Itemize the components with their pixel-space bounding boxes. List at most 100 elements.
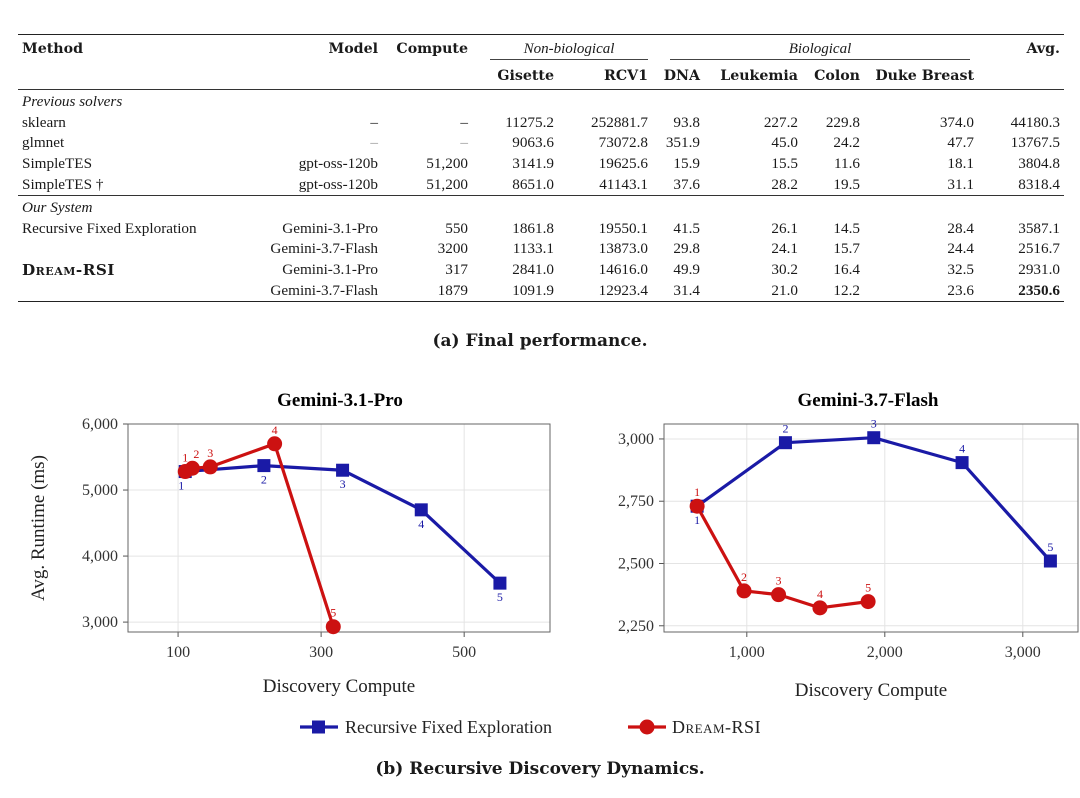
legend-label-dream: Dream-RSI — [672, 717, 761, 737]
compute-cell: 1879 — [382, 280, 472, 302]
avg-cell: 3587.1 — [1018, 219, 1060, 237]
value-cell: 2841.0 — [512, 261, 554, 279]
data-point — [202, 459, 218, 475]
avg-cell: 3804.8 — [1018, 155, 1060, 173]
discovery-dynamics-figure: Gemini-3.1-Pro 100 300 500 3,000 4,000 5,000 6,… — [28, 390, 1079, 737]
y-tick-label: 2,750 — [618, 493, 654, 510]
value-cell: 12.2 — [802, 280, 864, 302]
value-cell: 13873.0 — [598, 240, 648, 258]
data-label: 2 — [782, 422, 788, 436]
our-system-rows: Recursive Fixed Exploration Gemini-3.1-Pr… — [18, 219, 1064, 302]
data-point — [1043, 554, 1057, 568]
table-row: Gemini-3.7-Flash 3200 1133.1 13873.0 29.8 24.… — [18, 239, 1064, 260]
header-group-bio-label: Biological — [670, 39, 970, 60]
value-cell: 93.8 — [673, 113, 700, 131]
method-cell: sklearn — [22, 113, 66, 131]
method-cell: Recursive Fixed Exploration — [22, 219, 197, 237]
header-method: Method — [18, 34, 250, 63]
model-cell: Gemini-3.1-Pro — [282, 261, 378, 279]
data-point — [414, 503, 428, 517]
x-tick-label: 300 — [309, 644, 333, 661]
avg-cell: 2931.0 — [1018, 261, 1060, 279]
model-cell: – — [370, 113, 378, 131]
value-cell: 252881.7 — [591, 113, 648, 131]
value-cell: 31.1 — [947, 175, 974, 193]
value-cell: 23.6 — [864, 280, 978, 302]
results-table-grid: Method Model Compute Non-biological Biol… — [18, 34, 1064, 302]
value-cell: 351.9 — [665, 134, 700, 152]
header-dataset: Duke Breast — [875, 68, 974, 84]
legend-marker-rfe — [312, 720, 325, 734]
data-point — [325, 619, 341, 635]
data-point — [867, 431, 881, 445]
compute-cell: 51,200 — [426, 175, 468, 193]
data-label: 4 — [418, 517, 424, 531]
figure-caption: (b) Recursive Discovery Dynamics. — [375, 759, 705, 779]
data-label: 4 — [272, 423, 278, 437]
avg-cell: 13767.5 — [1010, 134, 1060, 152]
table-row: glmnet – – 9063.6 73072.8 351.9 45.0 24.2 47.7 13… — [18, 133, 1064, 154]
results-table: Method Model Compute Non-biological Biol… — [18, 34, 1064, 302]
x-tick-label: 1,000 — [729, 644, 765, 661]
value-cell: 24.2 — [833, 134, 860, 152]
value-cell: 49.9 — [673, 261, 700, 279]
method-cell: SimpleTES — [22, 155, 93, 173]
header-dataset: Gisette — [497, 68, 554, 84]
plot-frame — [127, 423, 551, 633]
value-cell: 19.5 — [833, 175, 860, 193]
model-cell: Gemini-3.7-Flash — [250, 280, 382, 302]
chart-title: Gemini-3.7-Flash — [798, 390, 939, 411]
data-point — [184, 460, 200, 476]
data-label: 5 — [497, 590, 503, 604]
y-tick-label: 3,000 — [618, 431, 654, 448]
model-cell: Gemini-3.7-Flash — [270, 240, 378, 258]
value-cell: 26.1 — [771, 219, 798, 237]
value-cell: 18.1 — [947, 155, 974, 173]
value-cell: 12923.4 — [558, 280, 652, 302]
method-cell: SimpleTES † — [22, 175, 104, 193]
avg-cell: 44180.3 — [1010, 113, 1060, 131]
method-cell — [18, 280, 250, 302]
data-label: 5 — [865, 581, 871, 595]
compute-cell: 51,200 — [426, 155, 468, 173]
chart-title: Gemini-3.1-Pro — [277, 390, 403, 411]
data-label: 5 — [1047, 540, 1053, 554]
previous-solvers-rows: sklearn – – 11275.2 252881.7 93.8 227.2 229.8 37… — [18, 113, 1064, 196]
header-avg: Avg. — [978, 34, 1064, 63]
header-dataset: DNA — [663, 68, 700, 84]
value-cell: 9063.6 — [512, 134, 554, 152]
value-cell: 30.2 — [771, 261, 798, 279]
compute-cell: 550 — [445, 219, 468, 237]
data-label: 3 — [871, 417, 877, 431]
avg-cell: 8318.4 — [1018, 175, 1060, 193]
table-row: sklearn – – 11275.2 252881.7 93.8 227.2 229.8 37… — [18, 113, 1064, 134]
value-cell: 8651.0 — [512, 175, 554, 193]
data-point — [336, 463, 350, 477]
value-cell: 11.6 — [833, 155, 860, 173]
value-cell: 1133.1 — [512, 240, 554, 258]
data-label: 3 — [207, 446, 213, 460]
value-cell: 28.2 — [771, 175, 798, 193]
table-caption: (a) Final performance. — [432, 331, 648, 351]
data-label: 5 — [330, 606, 336, 620]
y-tick-label: 2,250 — [618, 618, 654, 635]
y-tick-label: 3,000 — [82, 614, 118, 631]
data-point — [736, 583, 752, 599]
data-point — [812, 600, 828, 616]
value-cell: 45.0 — [771, 134, 798, 152]
avg-cell: 2516.7 — [1018, 240, 1060, 258]
data-point — [689, 498, 705, 514]
value-cell: 19625.6 — [598, 155, 648, 173]
value-cell: 41143.1 — [599, 175, 648, 193]
value-cell: 227.2 — [763, 113, 798, 131]
data-label: 2 — [193, 447, 199, 461]
data-point — [860, 594, 876, 610]
section-our-system: Our System — [18, 194, 1064, 219]
value-cell: 31.4 — [652, 280, 704, 302]
value-cell: 15.5 — [771, 155, 798, 173]
value-cell: 32.5 — [947, 261, 974, 279]
data-label: 4 — [959, 442, 965, 456]
value-cell: 16.4 — [833, 261, 860, 279]
value-cell: 47.7 — [947, 134, 974, 152]
model-cell: – — [370, 134, 378, 152]
